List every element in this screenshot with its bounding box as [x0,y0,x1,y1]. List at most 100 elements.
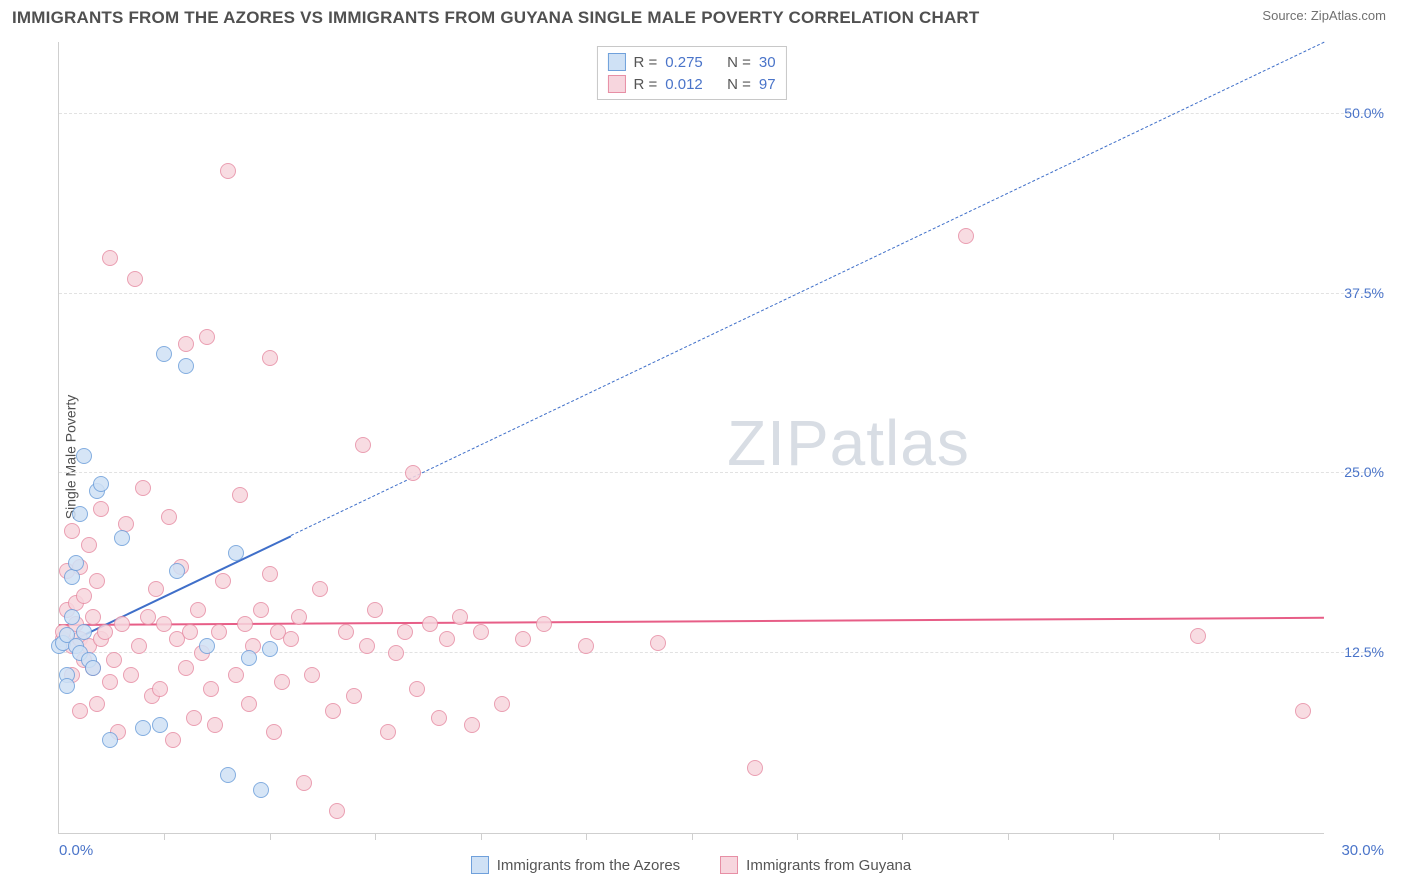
data-point [156,346,172,362]
x-tick [481,833,482,840]
x-tick [902,833,903,840]
data-point [106,652,122,668]
data-point [114,530,130,546]
data-point [102,732,118,748]
legend-stats-row-guyana: R = 0.012 N = 97 [607,73,775,95]
swatch-azores-icon [471,856,489,874]
data-point [220,163,236,179]
data-point [140,609,156,625]
swatch-azores-icon [607,53,625,71]
data-point [220,767,236,783]
gridline: 25.0% [59,472,1384,473]
data-point [102,674,118,690]
data-point [131,638,147,654]
data-point [228,545,244,561]
data-point [59,678,75,694]
data-point [515,631,531,647]
data-point [958,228,974,244]
data-point [241,696,257,712]
legend-label-azores: Immigrants from the Azores [497,857,680,874]
data-point [464,717,480,733]
data-point [89,696,105,712]
legend-series: Immigrants from the Azores Immigrants fr… [58,856,1324,874]
y-tick-label: 25.0% [1344,464,1384,480]
data-point [72,703,88,719]
r-value-azores: 0.275 [665,54,703,71]
data-point [388,645,404,661]
y-tick-label: 12.5% [1344,644,1384,660]
x-tick [270,833,271,840]
data-point [182,624,198,640]
data-point [494,696,510,712]
source-value: ZipAtlas.com [1311,8,1386,23]
data-point [228,667,244,683]
data-point [127,271,143,287]
data-point [367,602,383,618]
x-tick [797,833,798,840]
data-point [93,476,109,492]
x-tick [375,833,376,840]
data-point [64,523,80,539]
data-point [452,609,468,625]
data-point [178,358,194,374]
data-point [253,602,269,618]
data-point [135,720,151,736]
n-value-azores: 30 [759,54,776,71]
data-point [241,650,257,666]
data-point [114,616,130,632]
data-point [747,760,763,776]
data-point [266,724,282,740]
data-point [156,616,172,632]
data-point [304,667,320,683]
data-point [81,537,97,553]
data-point [422,616,438,632]
legend-item-guyana: Immigrants from Guyana [720,856,911,874]
data-point [64,609,80,625]
data-point [431,710,447,726]
data-point [102,250,118,266]
data-point [85,660,101,676]
data-point [93,501,109,517]
swatch-guyana-icon [720,856,738,874]
legend-stats: R = 0.275 N = 30 R = 0.012 N = 97 [596,46,786,100]
data-point [76,448,92,464]
x-tick [1008,833,1009,840]
data-point [578,638,594,654]
trend-line [291,42,1325,536]
x-tick [1113,833,1114,840]
data-point [232,487,248,503]
legend-item-azores: Immigrants from the Azores [471,856,680,874]
chart-area: Single Male Poverty ZIPatlas R = 0.275 N… [12,34,1394,880]
y-tick-label: 37.5% [1344,285,1384,301]
data-point [283,631,299,647]
data-point [274,674,290,690]
data-point [199,638,215,654]
data-point [253,782,269,798]
data-point [405,465,421,481]
data-point [473,624,489,640]
data-point [650,635,666,651]
data-point [296,775,312,791]
data-point [1190,628,1206,644]
data-point [152,717,168,733]
data-point [89,573,105,589]
data-point [161,509,177,525]
data-point [178,660,194,676]
data-point [76,588,92,604]
data-point [152,681,168,697]
data-point [203,681,219,697]
data-point [359,638,375,654]
data-point [312,581,328,597]
data-point [85,609,101,625]
chart-title: IMMIGRANTS FROM THE AZORES VS IMMIGRANTS… [12,8,980,28]
data-point [72,506,88,522]
x-tick [692,833,693,840]
n-label: N = [727,76,751,93]
watermark: ZIPatlas [727,406,970,480]
data-point [215,573,231,589]
data-point [169,563,185,579]
y-tick-label: 50.0% [1344,105,1384,121]
r-value-guyana: 0.012 [665,76,703,93]
r-label: R = [633,76,657,93]
plot-region: ZIPatlas R = 0.275 N = 30 R = 0.012 N = … [58,42,1324,834]
